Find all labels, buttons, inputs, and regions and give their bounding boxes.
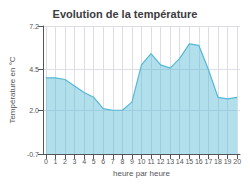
svg-text:8: 8 xyxy=(120,158,124,165)
svg-text:6: 6 xyxy=(101,158,105,165)
svg-text:17: 17 xyxy=(205,158,213,165)
svg-text:16: 16 xyxy=(195,158,203,165)
svg-text:3: 3 xyxy=(73,158,77,165)
svg-text:2: 2 xyxy=(63,158,67,165)
svg-text:1: 1 xyxy=(53,158,57,165)
svg-text:2.0: 2.0 xyxy=(29,107,39,114)
svg-text:12: 12 xyxy=(157,158,165,165)
svg-text:7.2: 7.2 xyxy=(29,23,39,30)
svg-text:15: 15 xyxy=(185,158,193,165)
svg-text:-0.7: -0.7 xyxy=(27,151,39,158)
svg-text:4: 4 xyxy=(82,158,86,165)
svg-text:18: 18 xyxy=(214,158,222,165)
svg-text:Température en °C: Température en °C xyxy=(8,56,17,123)
svg-text:Evolution de la température: Evolution de la température xyxy=(53,8,198,20)
svg-text:10: 10 xyxy=(138,158,146,165)
svg-text:0: 0 xyxy=(44,158,48,165)
svg-text:5: 5 xyxy=(92,158,96,165)
svg-text:14: 14 xyxy=(176,158,184,165)
svg-text:11: 11 xyxy=(147,158,154,165)
svg-text:4.5: 4.5 xyxy=(29,66,39,73)
svg-text:13: 13 xyxy=(166,158,174,165)
svg-text:7: 7 xyxy=(111,158,115,165)
svg-text:heure par heure: heure par heure xyxy=(113,169,170,178)
svg-text:20: 20 xyxy=(233,158,241,165)
svg-text:19: 19 xyxy=(224,158,232,165)
svg-text:9: 9 xyxy=(130,158,134,165)
